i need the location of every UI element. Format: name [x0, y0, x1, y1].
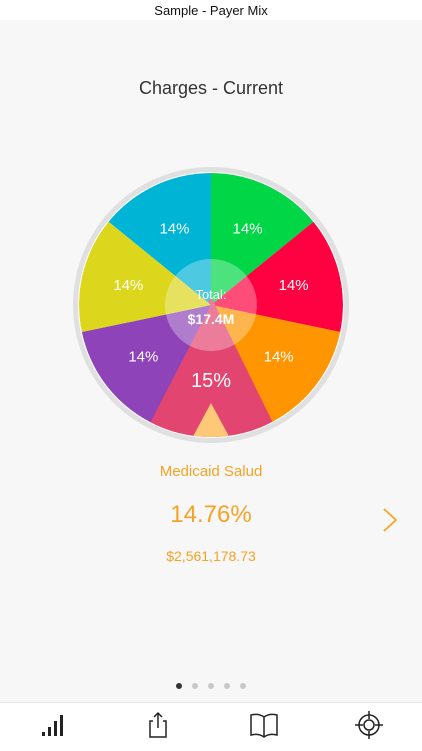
pie-center-label: Total: [195, 287, 226, 302]
selected-payer-percent: 14.76% [170, 501, 252, 528]
page-indicator [0, 683, 422, 691]
pie-chart: 14% 14% 14% 14% 15% 14% 14% Total: $17.4M [72, 166, 350, 444]
pie-slice[interactable] [211, 173, 314, 305]
page-dot[interactable] [240, 683, 246, 689]
pie-slice-label: 14% [279, 277, 309, 294]
pie-slice-label: 14% [264, 348, 294, 365]
pie-slice[interactable] [81, 305, 211, 423]
page-title: Charges - Current [138, 78, 284, 98]
pie-slice-label: 14% [113, 277, 143, 294]
pie-slice-label: 14% [159, 220, 189, 237]
tab-stats[interactable] [23, 707, 83, 747]
tab-share[interactable] [128, 707, 188, 747]
bar-signal-icon [40, 712, 66, 743]
page-dot[interactable] [224, 683, 230, 689]
page-dot[interactable] [192, 683, 198, 689]
selected-payer-amount: $2,561,178.73 [166, 548, 256, 564]
pie-slice[interactable] [211, 221, 343, 333]
pie-center-value: $17.4M [188, 311, 235, 327]
pie-slice[interactable] [211, 305, 341, 423]
pie-slice[interactable] [79, 221, 212, 333]
pie-slice-label: 15% [191, 370, 231, 392]
pie-slice-label: 14% [128, 348, 158, 365]
pie-center-hub [165, 259, 257, 351]
selected-payer-name: Medicaid Salud [159, 463, 263, 480]
tab-target[interactable] [339, 707, 399, 747]
pie-chart-svg: 14% 14% 14% 14% 15% 14% 14% Total: $17.4M [73, 167, 349, 443]
page-dot[interactable] [176, 683, 182, 689]
pie-slice[interactable] [108, 173, 211, 305]
tab-bar [0, 702, 422, 751]
pie-slice-label: 14% [233, 220, 263, 237]
share-icon [145, 711, 171, 744]
status-bar: Sample - Payer Mix [0, 0, 422, 20]
tab-book[interactable] [234, 707, 294, 747]
crosshair-icon [355, 710, 384, 744]
next-arrow-icon[interactable] [378, 505, 402, 535]
page-dot[interactable] [208, 683, 214, 689]
book-icon [249, 712, 279, 743]
window-title: Sample - Payer Mix [154, 2, 268, 18]
